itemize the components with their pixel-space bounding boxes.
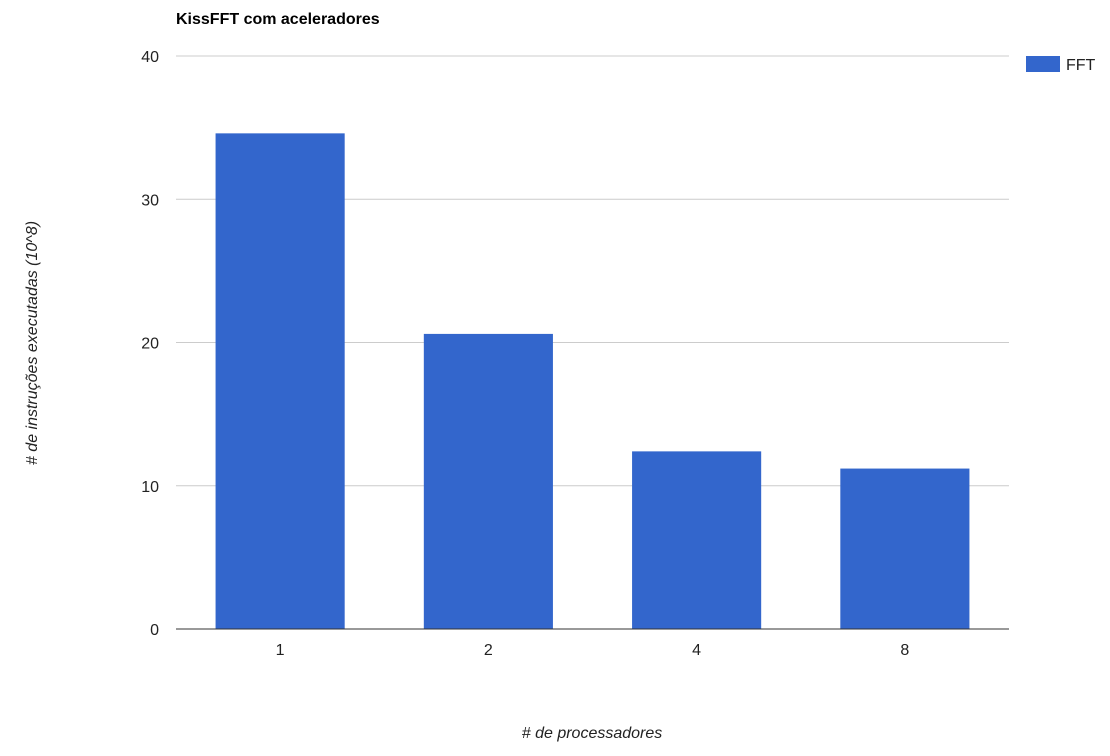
y-tick-label: 10 [141, 479, 159, 496]
x-tick-label: 1 [276, 642, 285, 659]
y-axis-label: # de instruções executadas (10^8) [24, 221, 41, 465]
y-tick-label: 0 [150, 622, 159, 639]
bars [215, 133, 970, 630]
bar-2 [423, 333, 553, 629]
bar-8 [840, 468, 970, 629]
y-tick-label: 40 [141, 49, 159, 66]
y-axis-ticks: 0 10 20 30 40 [141, 49, 159, 639]
x-tick-label: 4 [692, 642, 701, 659]
legend-label-fft: FFT [1066, 57, 1096, 74]
legend-swatch-fft [1026, 56, 1060, 72]
x-axis-label: # de processadores [522, 725, 663, 742]
legend: FFT [1026, 56, 1096, 74]
x-tick-label: 2 [484, 642, 493, 659]
y-tick-label: 30 [141, 192, 159, 209]
bar-1 [215, 133, 345, 630]
x-axis-ticks: 1 2 4 8 [276, 642, 910, 659]
chart-title: KissFFT com aceleradores [176, 11, 380, 28]
y-tick-label: 20 [141, 336, 159, 353]
bar-4 [632, 451, 762, 629]
x-tick-label: 8 [900, 642, 909, 659]
